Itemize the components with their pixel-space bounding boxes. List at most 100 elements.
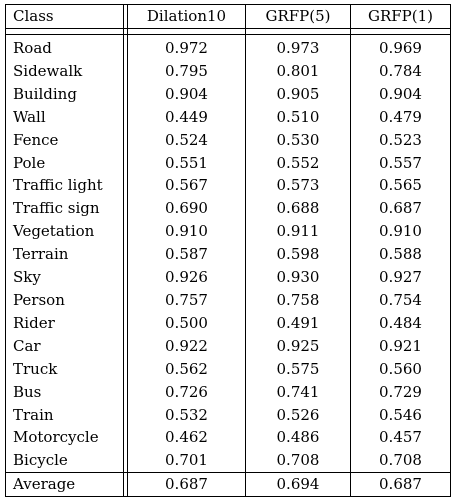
column-divider — [123, 449, 128, 473]
grfp1-cell: 0.687 — [350, 472, 451, 497]
dilation10-cell: 0.449 — [165, 107, 208, 126]
column-divider — [123, 426, 128, 450]
table-row: Truck 0.562 0.575 0.560 — [5, 357, 451, 381]
grfp5-cell: 0.801 — [245, 59, 351, 83]
dilation10-cell: 0.972 — [165, 39, 208, 57]
grfp5-cell: 0.741 — [245, 380, 351, 404]
class-cell: Bicycle — [5, 449, 124, 473]
grfp5-cell: 0.526 — [245, 403, 351, 427]
grfp1-cell: 0.904 — [350, 82, 451, 106]
class-cell: Train — [5, 403, 124, 427]
dilation10-cell: 0.922 — [165, 336, 208, 355]
dilation10-cell: 0.726 — [165, 382, 208, 401]
class-cell: Fence — [5, 128, 124, 152]
column-divider — [123, 243, 128, 267]
grfp1-cell: 0.708 — [350, 449, 451, 473]
header-row: Class Dilation10 GRFP(5) GRFP(1) — [5, 4, 451, 29]
dilation10-cell: 0.795 — [165, 61, 208, 80]
column-divider — [123, 151, 128, 175]
class-cell: Sky — [5, 266, 124, 289]
column-divider — [123, 311, 128, 335]
header-grfp5: GRFP(5) — [245, 4, 351, 29]
class-cell: Person — [5, 288, 124, 312]
grfp1-cell: 0.910 — [350, 220, 451, 244]
grfp5-cell: 0.575 — [245, 357, 351, 381]
class-cell: Traffic light — [5, 174, 124, 198]
grfp5-cell: 0.510 — [245, 105, 351, 129]
table-row: Traffic sign 0.690 0.688 0.687 — [5, 197, 451, 221]
column-divider — [123, 59, 128, 83]
grfp1-cell: 0.457 — [350, 426, 451, 450]
grfp1-cell: 0.921 — [350, 334, 451, 358]
dilation10-cell: 0.567 — [165, 176, 208, 195]
dilation10-cell: 0.562 — [165, 359, 208, 378]
dilation10-cell: 0.500 — [165, 313, 208, 332]
grfp1-cell: 0.479 — [350, 105, 451, 129]
column-divider — [123, 288, 128, 312]
table-body: Road 0.972 0.973 0.969 Sidewalk 0.795 0.801 0.7… — [5, 34, 451, 473]
grfp1-cell: 0.523 — [350, 128, 451, 152]
grfp1-cell: 0.588 — [350, 243, 451, 267]
grfp5-cell: 0.905 — [245, 82, 351, 106]
dilation10-cell: 0.462 — [165, 428, 208, 447]
table-row: Train 0.532 0.526 0.546 — [5, 403, 451, 427]
grfp5-cell: 0.573 — [245, 174, 351, 198]
grfp5-cell: 0.973 — [245, 34, 351, 60]
column-divider — [123, 105, 128, 129]
column-divider — [123, 34, 128, 60]
grfp5-cell: 0.552 — [245, 151, 351, 175]
class-cell: Truck — [5, 357, 124, 381]
table-row: Building 0.904 0.905 0.904 — [5, 82, 451, 106]
dilation10-cell: 0.757 — [165, 290, 208, 309]
column-divider — [123, 197, 128, 221]
table-row: Fence 0.524 0.530 0.523 — [5, 128, 451, 152]
grfp5-cell: 0.758 — [245, 288, 351, 312]
header-grfp1: GRFP(1) — [350, 4, 451, 29]
dilation10-cell: 0.532 — [165, 405, 208, 424]
grfp5-cell: 0.930 — [245, 266, 351, 289]
column-divider — [123, 220, 128, 244]
column-divider — [123, 128, 128, 152]
column-divider — [123, 403, 128, 427]
table-row: Bus 0.726 0.741 0.729 — [5, 380, 451, 404]
dilation10-cell: 0.690 — [165, 199, 208, 218]
grfp5-cell: 0.708 — [245, 449, 351, 473]
grfp5-cell: 0.530 — [245, 128, 351, 152]
column-divider — [123, 380, 128, 404]
grfp1-cell: 0.784 — [350, 59, 451, 83]
class-cell: Pole — [5, 151, 124, 175]
column-divider — [123, 174, 128, 198]
table-row: Bicycle 0.701 0.708 0.708 — [5, 449, 451, 473]
grfp1-cell: 0.927 — [350, 266, 451, 289]
grfp5-cell: 0.688 — [245, 197, 351, 221]
table-row: Road 0.972 0.973 0.969 — [5, 34, 451, 60]
grfp5-cell: 0.694 — [245, 472, 351, 497]
grfp5-cell: 0.911 — [245, 220, 351, 244]
grfp1-cell: 0.969 — [350, 34, 451, 60]
grfp1-cell: 0.546 — [350, 403, 451, 427]
class-cell: Average — [5, 472, 124, 497]
dilation10-cell: 0.701 — [165, 451, 208, 470]
grfp1-cell: 0.754 — [350, 288, 451, 312]
class-cell: Car — [5, 334, 124, 358]
table-row: Pole 0.551 0.552 0.557 — [5, 151, 451, 175]
class-cell: Road — [5, 34, 124, 60]
class-cell: Bus — [5, 380, 124, 404]
table-row: Motorcycle 0.462 0.486 0.457 — [5, 426, 451, 450]
table-row: Car 0.922 0.925 0.921 — [5, 334, 451, 358]
grfp5-cell: 0.491 — [245, 311, 351, 335]
dilation10-cell: 0.524 — [165, 130, 208, 149]
grfp1-cell: 0.560 — [350, 357, 451, 381]
column-divider — [123, 357, 128, 381]
header-class: Class — [5, 4, 124, 29]
class-cell: Rider — [5, 311, 124, 335]
table-row: Traffic light 0.567 0.573 0.565 — [5, 174, 451, 198]
grfp5-cell: 0.598 — [245, 243, 351, 267]
dilation10-cell: 0.910 — [165, 222, 208, 241]
class-cell: Motorcycle — [5, 426, 124, 450]
dilation10-cell: 0.587 — [165, 245, 208, 264]
dilation10-cell: 0.904 — [165, 84, 208, 103]
results-table: Class Dilation10 GRFP(5) GRFP(1) Road 0.9… — [5, 4, 451, 497]
grfp1-cell: 0.565 — [350, 174, 451, 198]
table-row: Person 0.757 0.758 0.754 — [5, 288, 451, 312]
